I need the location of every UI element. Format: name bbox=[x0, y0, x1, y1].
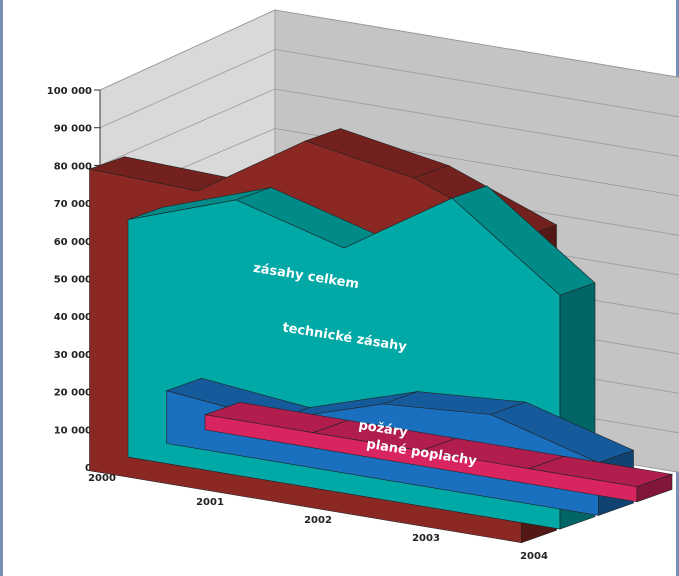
y-tick-label: 0 bbox=[85, 463, 92, 474]
y-tick-label: 50 000 bbox=[54, 275, 92, 286]
x-tick-label: 2000 bbox=[88, 473, 116, 484]
y-tick-label: 90 000 bbox=[54, 124, 92, 135]
y-tick-label: 10 000 bbox=[54, 425, 92, 436]
y-tick-label: 60 000 bbox=[54, 237, 92, 248]
x-tick-label: 2002 bbox=[304, 515, 332, 526]
x-tick-label: 2004 bbox=[520, 551, 548, 562]
y-tick-label: 20 000 bbox=[54, 388, 92, 399]
y-tick-label: 40 000 bbox=[54, 312, 92, 323]
series-0-side bbox=[636, 473, 673, 503]
series-0 bbox=[203, 401, 674, 503]
gridline-10 bbox=[99, 9, 679, 91]
x-tick-label: 2001 bbox=[196, 497, 224, 508]
chart-svg: 0 10 000 20 000 30 000 40 000 50 000 60 000 70 … bbox=[47, 9, 679, 562]
gridline-8 bbox=[99, 88, 679, 166]
chart-series bbox=[88, 128, 674, 544]
y-tick-label: 80 000 bbox=[54, 161, 92, 172]
gridline-9 bbox=[99, 49, 679, 129]
y-tick-label: 70 000 bbox=[54, 199, 92, 210]
y-tick-label: 30 000 bbox=[54, 350, 92, 361]
y-tick-label: 100 000 bbox=[47, 86, 92, 97]
x-tick-label: 2003 bbox=[412, 533, 440, 544]
